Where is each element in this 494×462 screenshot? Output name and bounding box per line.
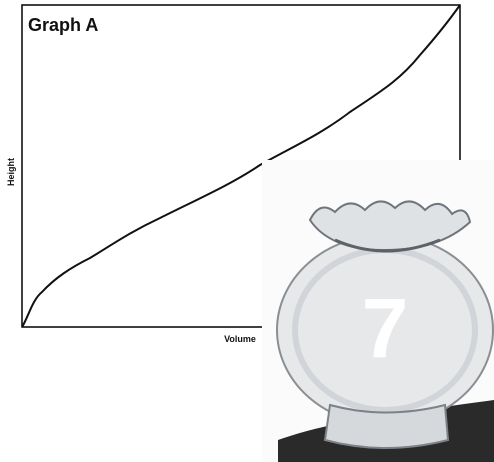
y-axis-label: Height (6, 158, 16, 186)
vase-photo: 7 (262, 160, 494, 462)
x-axis-label: Volume (224, 334, 256, 344)
vase-neck (334, 238, 441, 253)
photo-number: 7 (362, 281, 409, 375)
graph-title: Graph A (28, 15, 98, 35)
graph-curve (21, 4, 461, 328)
vase-base (323, 403, 450, 449)
